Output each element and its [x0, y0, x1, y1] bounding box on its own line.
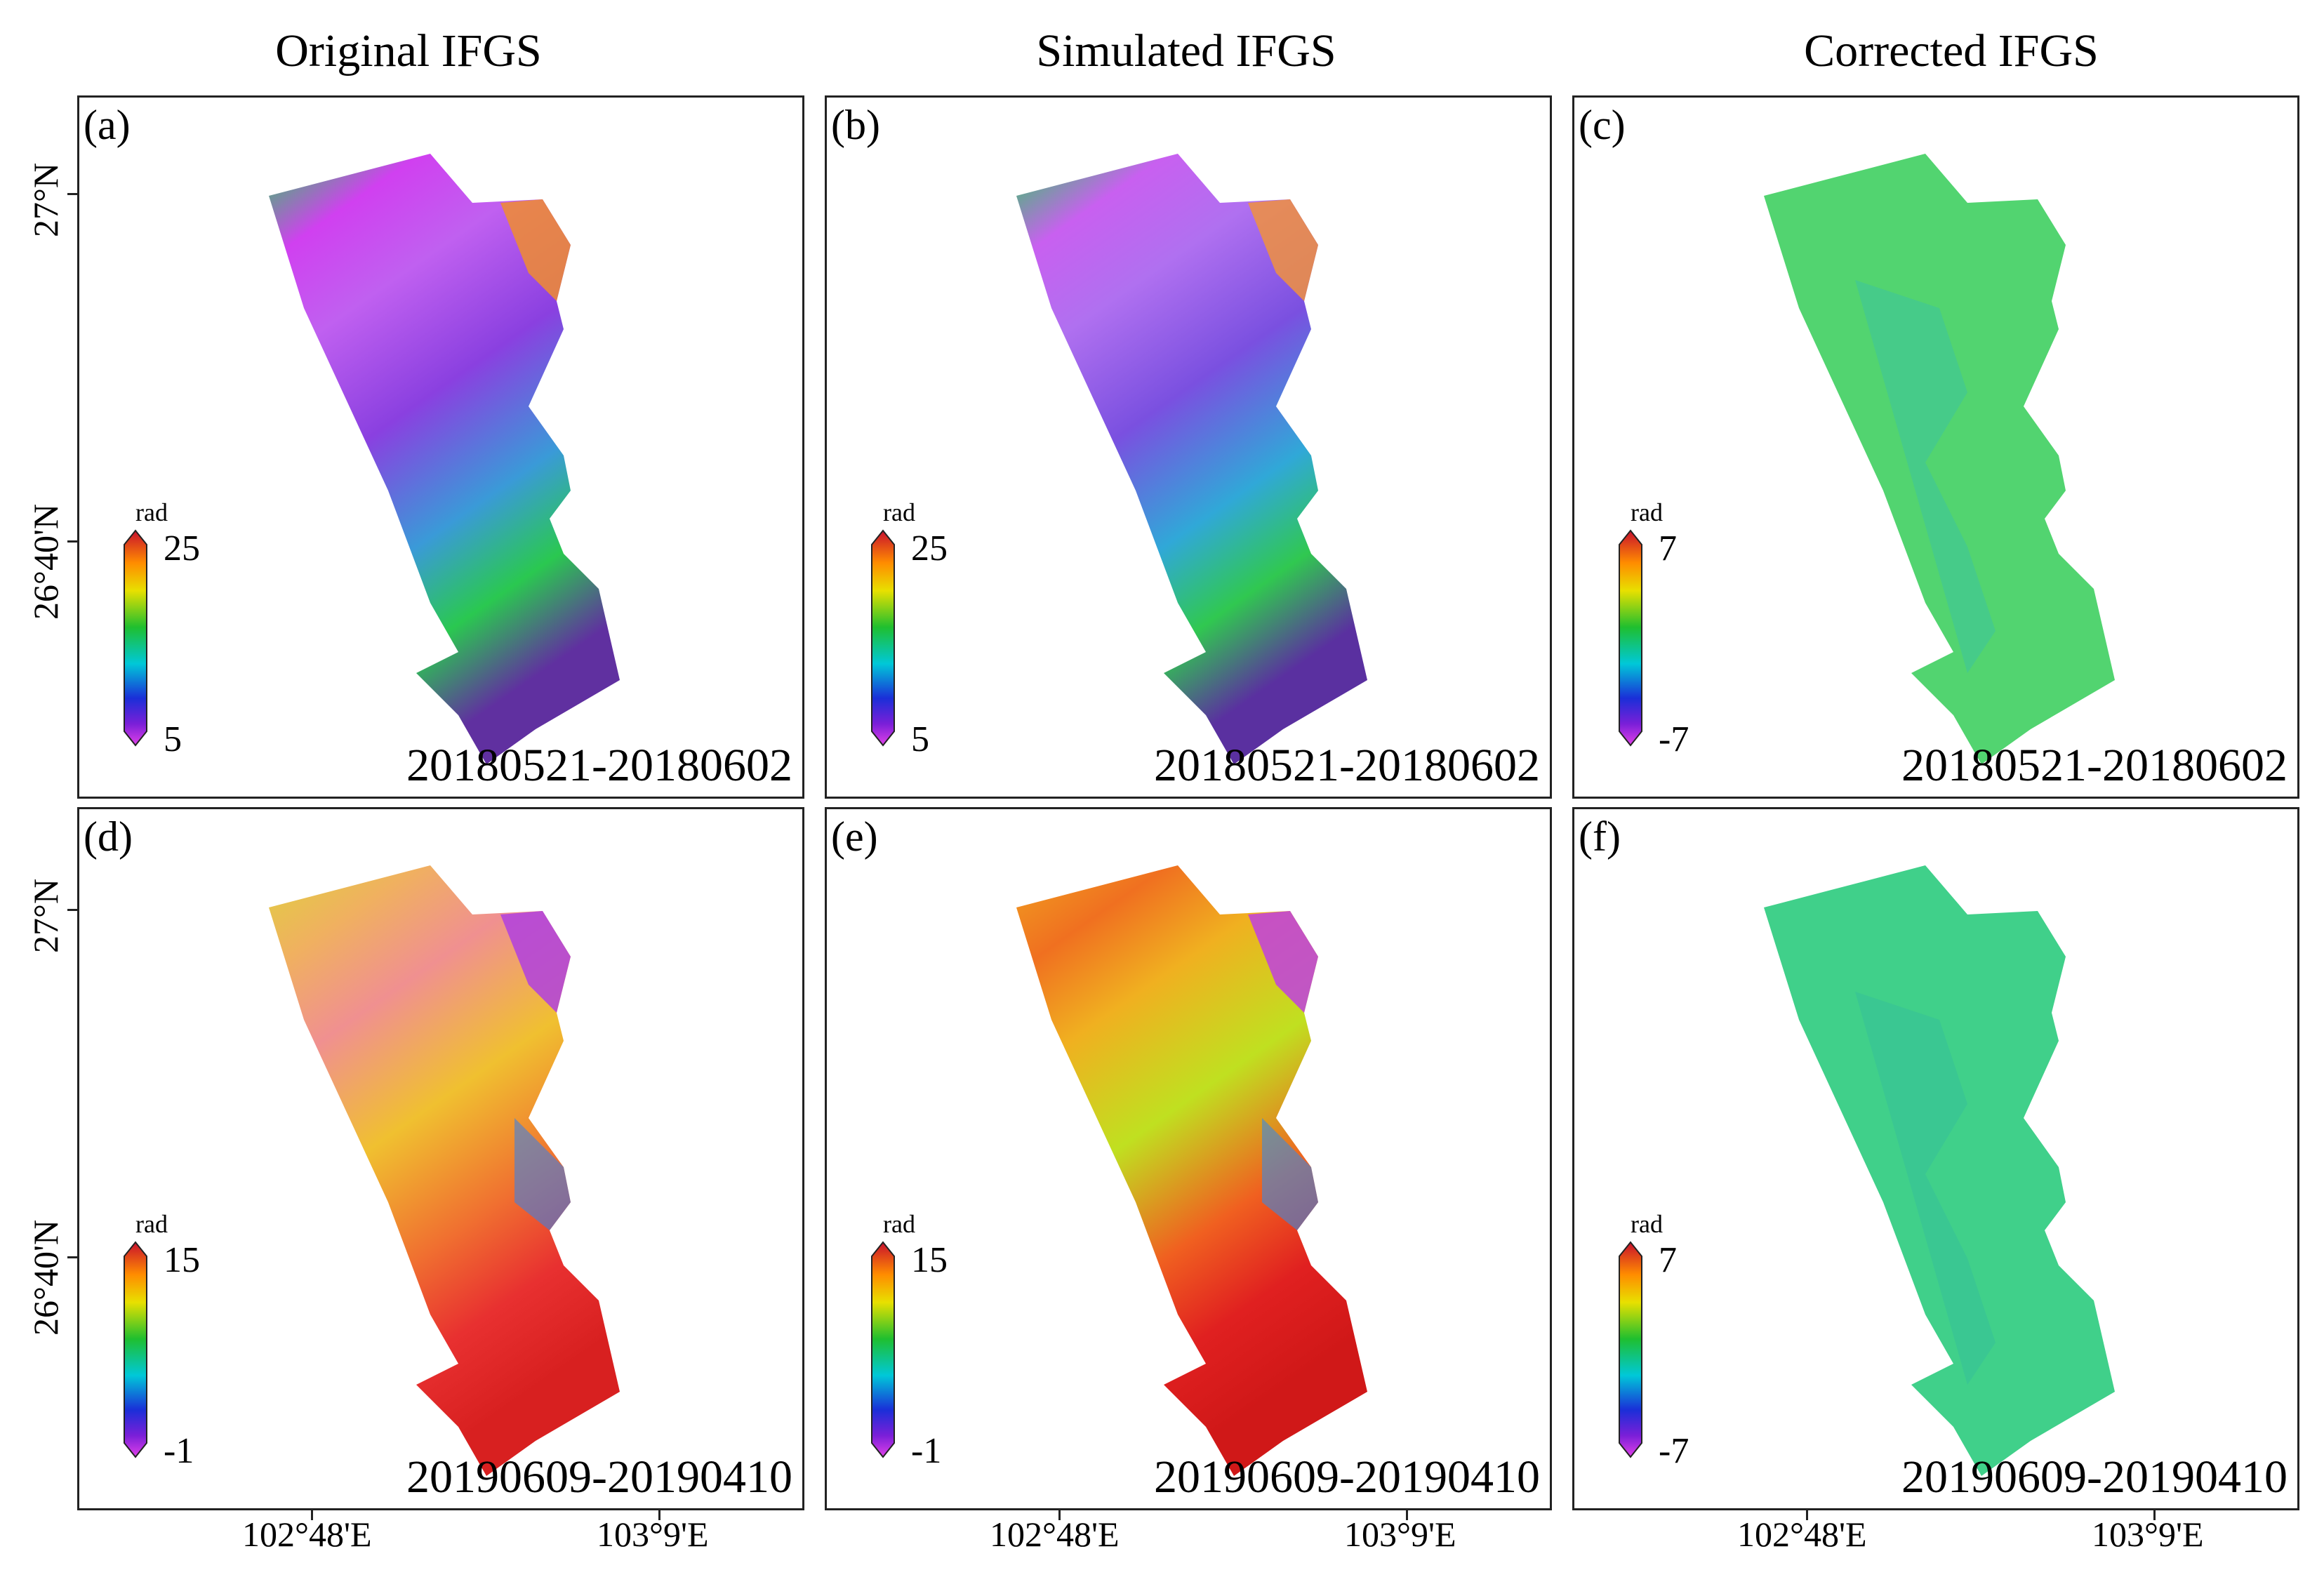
lat-tick [67, 1256, 77, 1258]
lon-label-1039e: 103°9'E [597, 1515, 709, 1554]
lon-label-10248e: 102°48'E [1737, 1515, 1867, 1554]
panel-f: (f) 20190609-20190410 rad 7 -7 [1572, 807, 2299, 1510]
colorbar-min: -7 [1659, 1431, 1689, 1471]
deformation-swath [1764, 154, 2115, 764]
colorbar: rad 15 -1 [120, 1210, 253, 1471]
deformation-swath [1016, 154, 1367, 764]
colorbar-min: -1 [911, 1431, 942, 1471]
colorbar-max: 25 [911, 528, 948, 568]
panel-label: (b) [831, 102, 880, 148]
colorbar-gradient [124, 529, 147, 747]
panel-label: (a) [84, 102, 131, 148]
colorbar-max: 15 [164, 1240, 200, 1280]
colorbar: rad 7 -7 [1615, 1210, 1748, 1471]
colorbar: rad 25 5 [868, 498, 1001, 759]
map-image [1016, 154, 1367, 764]
panel-label: (e) [831, 813, 878, 860]
lat-label-27n-top: 27°N [26, 162, 65, 237]
colorbar-min: -7 [1659, 719, 1689, 759]
colorbar-gradient [1619, 529, 1642, 747]
panel-label: (f) [1579, 813, 1621, 860]
lon-label-10248e: 102°48'E [242, 1515, 372, 1554]
deformation-swath [1764, 865, 2115, 1476]
colorbar-unit: rad [883, 1210, 915, 1238]
colorbar-min: 5 [164, 719, 182, 759]
map-image [269, 154, 620, 764]
date-pair: 20190609-20190410 [1901, 1451, 2288, 1503]
panel-label: (c) [1579, 102, 1626, 148]
colorbar: rad 25 5 [120, 498, 253, 759]
column-title-original: Original IFGS [275, 25, 542, 76]
lat-tick [67, 193, 77, 195]
date-pair: 20180521-20180602 [1901, 740, 2288, 791]
lon-tick [1806, 1510, 1808, 1520]
lon-tick [1406, 1510, 1408, 1520]
lon-tick [311, 1510, 313, 1520]
deformation-swath [1016, 865, 1367, 1476]
colorbar-unit: rad [135, 1210, 168, 1238]
map-image [1764, 154, 2115, 764]
colorbar-min: -1 [164, 1431, 194, 1471]
colorbar-unit: rad [1631, 498, 1663, 526]
colorbar-unit: rad [883, 498, 915, 526]
panel-d: (d) 20190609-20190410 rad 15 -1 [77, 807, 804, 1510]
lon-label-1039e: 103°9'E [2092, 1515, 2204, 1554]
panel-b: (b) 20180521-20180602 rad 25 5 [825, 95, 1552, 799]
colorbar-max: 7 [1659, 528, 1677, 568]
colorbar: rad 15 -1 [868, 1210, 1001, 1471]
date-pair: 20180521-20180602 [1154, 740, 1540, 791]
colorbar-max: 7 [1659, 1240, 1677, 1280]
lon-label-1039e: 103°9'E [1344, 1515, 1456, 1554]
date-pair: 20190609-20190410 [1154, 1451, 1540, 1503]
panel-a: (a) 20180521-20180602 rad 25 5 [77, 95, 804, 799]
colorbar-min: 5 [911, 719, 929, 759]
colorbar-unit: rad [1631, 1210, 1663, 1238]
date-pair: 20180521-20180602 [406, 740, 792, 791]
colorbar: rad 7 -7 [1615, 498, 1748, 759]
colorbar-gradient [871, 1241, 895, 1458]
colorbar-unit: rad [135, 498, 168, 526]
lon-label-10248e: 102°48'E [990, 1515, 1120, 1554]
panel-e: (e) 20190609-20190410 rad 15 -1 [825, 807, 1552, 1510]
deformation-swath [269, 154, 620, 764]
column-title-simulated: Simulated IFGS [1036, 25, 1336, 76]
date-pair: 20190609-20190410 [406, 1451, 792, 1503]
colorbar-gradient [1619, 1241, 1642, 1458]
colorbar-gradient [124, 1241, 147, 1458]
lat-tick [67, 540, 77, 543]
lat-label-2640n-bottom: 26°40'N [26, 1219, 65, 1336]
map-image [1764, 865, 2115, 1476]
column-title-corrected: Corrected IFGS [1804, 25, 2099, 76]
panel-c: (c) 20180521-20180602 rad 7 -7 [1572, 95, 2299, 799]
lon-tick [1058, 1510, 1061, 1520]
deformation-swath [269, 865, 620, 1476]
colorbar-max: 25 [164, 528, 200, 568]
map-image [269, 865, 620, 1476]
lat-tick [67, 909, 77, 911]
lat-label-2640n-top: 26°40'N [26, 503, 65, 620]
panel-label: (d) [84, 813, 133, 860]
lon-tick [2153, 1510, 2156, 1520]
lat-label-27n-bottom: 27°N [26, 878, 65, 953]
map-image [1016, 865, 1367, 1476]
colorbar-gradient [871, 529, 895, 747]
colorbar-max: 15 [911, 1240, 948, 1280]
lon-tick [658, 1510, 660, 1520]
